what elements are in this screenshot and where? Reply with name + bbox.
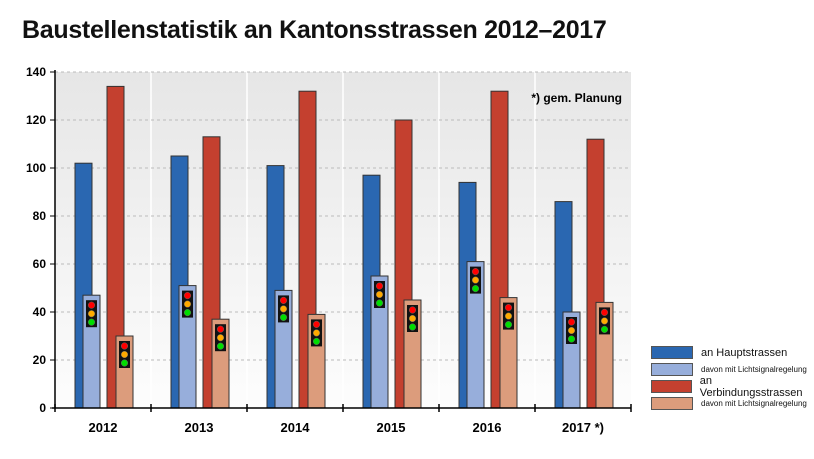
legend: an Hauptstrassen davon mit Lichtsignalre… bbox=[651, 344, 814, 412]
traffic-light-lamp bbox=[120, 342, 129, 350]
x-tick-label: 2015 bbox=[377, 420, 406, 435]
traffic-light-lamp bbox=[183, 309, 192, 317]
legend-label: an Hauptstrassen bbox=[701, 346, 788, 359]
traffic-light-lamp bbox=[183, 292, 192, 300]
traffic-light-lamp bbox=[471, 285, 480, 293]
legend-swatch bbox=[651, 380, 692, 393]
traffic-light-lamp bbox=[312, 320, 321, 328]
traffic-light-lamp bbox=[567, 335, 576, 343]
traffic-light-lamp bbox=[504, 321, 513, 329]
traffic-light-lamp bbox=[312, 329, 321, 337]
traffic-light-lamp bbox=[375, 282, 384, 290]
traffic-light-lamp bbox=[183, 300, 192, 308]
traffic-light-lamp bbox=[375, 299, 384, 307]
traffic-light-lamp bbox=[87, 310, 96, 318]
traffic-light-lamp bbox=[312, 337, 321, 345]
legend-item: an Hauptstrassen bbox=[651, 344, 814, 361]
x-tick-label: 2016 bbox=[473, 420, 502, 435]
traffic-light-lamp bbox=[87, 301, 96, 309]
traffic-light-lamp bbox=[504, 312, 513, 320]
legend-label: davon mit Lichtsignalregelung bbox=[701, 365, 807, 374]
legend-item: davon mit Lichtsignalregelung bbox=[651, 361, 814, 378]
legend-swatch bbox=[651, 346, 693, 359]
traffic-light-lamp bbox=[216, 342, 225, 350]
traffic-light-lamp bbox=[279, 305, 288, 313]
traffic-light-lamp bbox=[600, 308, 609, 316]
traffic-light-lamp bbox=[120, 350, 129, 359]
traffic-light-lamp bbox=[87, 318, 96, 326]
x-tick-label: 2012 bbox=[89, 420, 118, 435]
traffic-light-lamp bbox=[408, 314, 417, 323]
legend-swatch bbox=[651, 363, 693, 376]
traffic-light-lamp bbox=[471, 276, 480, 284]
annotation: *) gem. Planung bbox=[531, 91, 622, 105]
traffic-light-lamp bbox=[471, 268, 480, 276]
legend-item: davon mit Lichtsignalregelung bbox=[651, 395, 814, 412]
legend-label: an Verbindungsstrassen bbox=[699, 374, 803, 399]
x-tick-label: 2017 *) bbox=[562, 420, 604, 435]
traffic-light-lamp bbox=[567, 326, 576, 335]
traffic-light-lamp bbox=[600, 317, 609, 325]
traffic-light-lamp bbox=[375, 290, 384, 299]
traffic-light-lamp bbox=[279, 313, 288, 321]
legend-item: an Verbindungsstrassen bbox=[651, 375, 814, 399]
y-tick-label: 100 bbox=[26, 161, 46, 175]
x-tick-label: 2013 bbox=[185, 420, 214, 435]
traffic-light-lamp bbox=[216, 334, 225, 342]
x-tick-label: 2014 bbox=[281, 420, 311, 435]
traffic-light-lamp bbox=[120, 359, 129, 367]
y-tick-label: 80 bbox=[33, 209, 47, 223]
traffic-light-lamp bbox=[600, 325, 609, 333]
traffic-light-lamp bbox=[279, 296, 288, 304]
y-tick-label: 120 bbox=[26, 113, 46, 127]
traffic-light-lamp bbox=[504, 304, 513, 312]
y-tick-label: 140 bbox=[26, 65, 46, 79]
chart-title: Baustellenstatistik an Kantonsstrassen 2… bbox=[22, 16, 607, 44]
traffic-light-lamp bbox=[216, 325, 225, 333]
y-tick-label: 20 bbox=[33, 353, 47, 367]
y-tick-label: 0 bbox=[39, 401, 46, 415]
traffic-light-lamp bbox=[567, 318, 576, 326]
traffic-light-lamp bbox=[408, 306, 417, 314]
legend-label: davon mit Lichtsignalregelung bbox=[701, 399, 807, 408]
traffic-light-lamp bbox=[408, 323, 417, 331]
y-tick-label: 40 bbox=[33, 305, 47, 319]
legend-swatch bbox=[651, 397, 693, 410]
y-tick-label: 60 bbox=[33, 257, 47, 271]
